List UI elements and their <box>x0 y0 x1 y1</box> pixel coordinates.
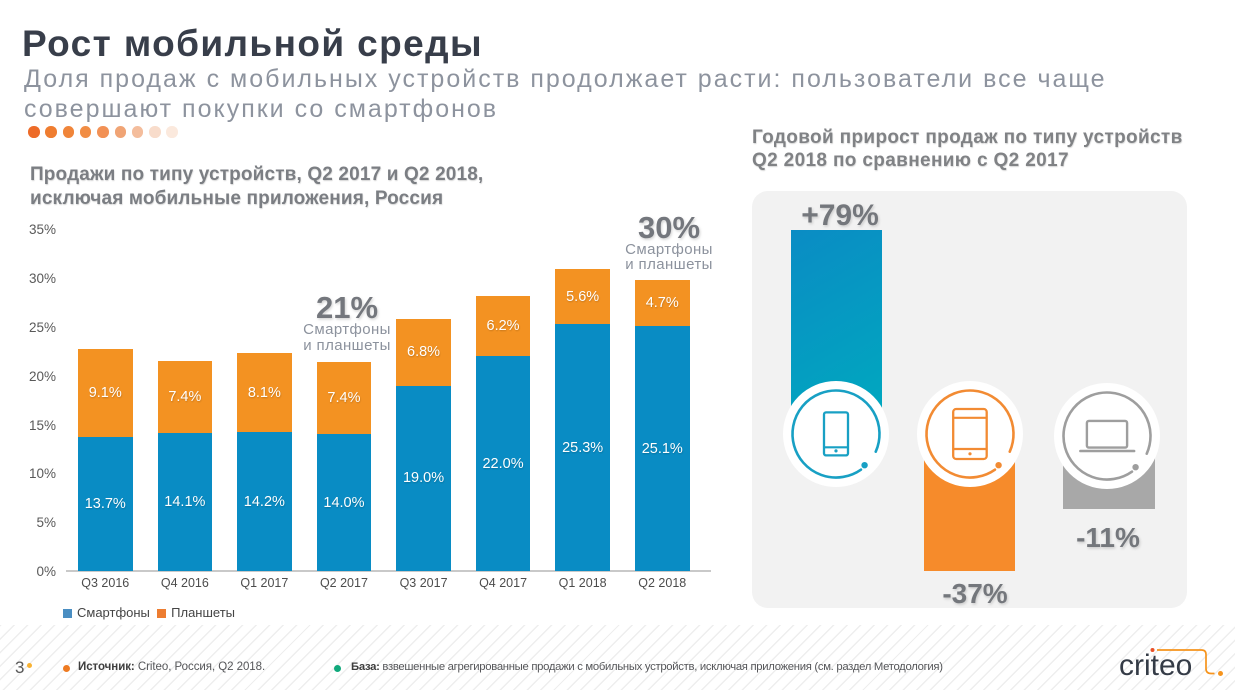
svg-text:criteo: criteo <box>1119 649 1192 682</box>
